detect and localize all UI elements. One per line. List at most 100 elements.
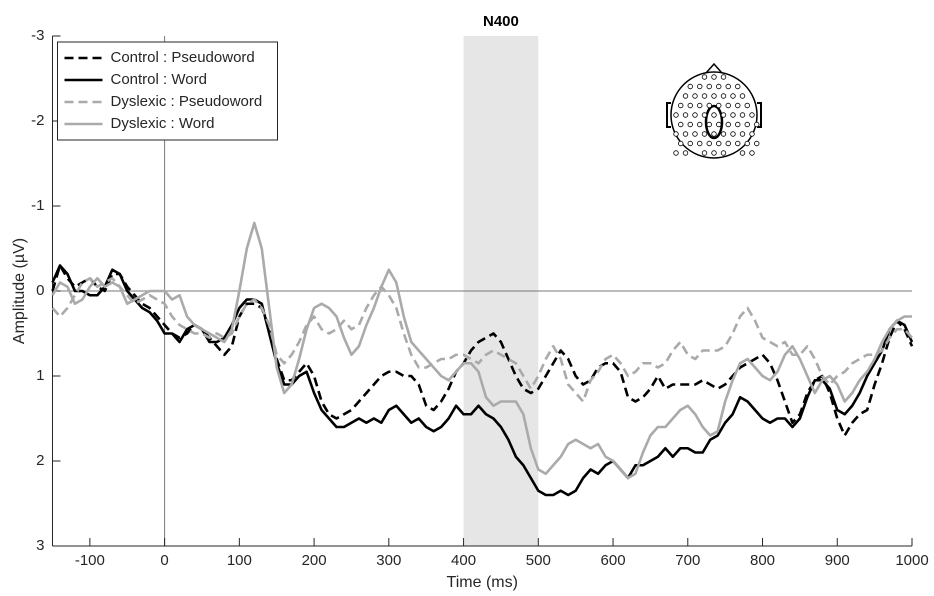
head-outline xyxy=(670,71,758,159)
electrode xyxy=(711,74,717,80)
y-tick-label: 0 xyxy=(36,282,44,299)
electrode xyxy=(706,102,712,109)
y-tick-label: 2 xyxy=(36,452,44,469)
electrode xyxy=(673,112,679,118)
x-tick-label: 700 xyxy=(675,552,700,569)
x-tick-label: 500 xyxy=(526,552,551,569)
electrode xyxy=(720,93,727,99)
electrode xyxy=(678,121,684,128)
x-tick-label: 900 xyxy=(825,552,850,569)
electrode xyxy=(697,102,703,109)
y-tick-label: -3 xyxy=(31,27,44,44)
electrode xyxy=(701,131,708,137)
y-tick-label: -2 xyxy=(31,112,44,129)
electrode xyxy=(739,150,746,156)
electrode xyxy=(697,140,703,147)
electrode xyxy=(749,150,755,156)
electrode xyxy=(687,140,693,147)
legend-label: Dyslexic : Word xyxy=(111,115,215,132)
electrode xyxy=(692,112,698,118)
electrode xyxy=(716,102,722,109)
electrode xyxy=(720,150,727,156)
electrode xyxy=(682,131,689,137)
electrode xyxy=(725,121,731,128)
x-tick-label: 400 xyxy=(451,552,476,569)
electrode xyxy=(701,112,708,118)
electrode xyxy=(701,93,708,99)
electrode xyxy=(720,112,727,118)
legend: Control : Pseudoword Control : Word Dyslex… xyxy=(57,41,278,141)
roi xyxy=(704,104,724,140)
electrode xyxy=(682,150,689,156)
electrode xyxy=(711,93,717,99)
x-tick-label: 200 xyxy=(302,552,327,569)
electrode xyxy=(744,102,750,109)
electrode xyxy=(730,112,736,118)
electrode xyxy=(706,121,712,128)
electrode xyxy=(711,112,717,118)
x-tick-label: 800 xyxy=(750,552,775,569)
electrode xyxy=(720,131,727,137)
electrode xyxy=(754,121,760,128)
electrode xyxy=(687,83,693,90)
ear xyxy=(666,102,671,128)
electrode xyxy=(701,74,708,80)
electrode xyxy=(730,93,736,99)
region-label: N400 xyxy=(483,13,519,30)
electrode xyxy=(682,112,689,118)
x-tick-label: 1000 xyxy=(895,552,928,569)
electrode xyxy=(749,131,755,137)
legend-label: Control : Pseudoword xyxy=(111,49,255,66)
x-tick-label: 100 xyxy=(227,552,252,569)
electrode xyxy=(678,140,684,147)
electrode xyxy=(754,140,760,147)
electrode xyxy=(692,93,698,99)
electrode xyxy=(749,112,755,118)
electrode xyxy=(697,121,703,128)
electrode xyxy=(706,83,712,90)
electrode xyxy=(735,121,741,128)
electrode xyxy=(701,150,708,156)
electrode xyxy=(687,102,693,109)
y-tick-label: 1 xyxy=(36,367,44,384)
legend-label: Control : Word xyxy=(111,71,207,88)
electrode xyxy=(744,121,750,128)
electrode xyxy=(735,102,741,109)
electrode xyxy=(720,74,727,80)
series-line xyxy=(51,221,912,480)
x-tick-label: 0 xyxy=(160,552,168,569)
plot-area: N400 -100 0 100 200 300 400 500 600 700 800 900 1000… xyxy=(11,13,928,591)
electrode xyxy=(711,150,717,156)
electrode xyxy=(716,83,722,90)
electrode xyxy=(697,83,703,90)
electrode xyxy=(739,112,746,118)
x-tick-label: -100 xyxy=(75,552,105,569)
y-tick-label: -1 xyxy=(31,197,44,214)
series-line xyxy=(51,276,913,403)
x-tick-label: 600 xyxy=(601,552,626,569)
electrode xyxy=(711,131,717,137)
electrode xyxy=(725,83,731,90)
electrode xyxy=(735,140,741,147)
electrode xyxy=(673,150,679,156)
electrode-map xyxy=(666,62,762,159)
electrode xyxy=(730,131,736,137)
electrode xyxy=(706,140,712,147)
electrode xyxy=(673,131,679,137)
legend-label: Dyslexic : Pseudoword xyxy=(111,93,263,110)
electrode xyxy=(735,83,741,90)
electrode xyxy=(716,140,722,147)
electrode xyxy=(744,140,750,147)
electrode xyxy=(725,140,731,147)
electrode xyxy=(692,131,698,137)
electrode xyxy=(687,121,693,128)
electrode xyxy=(682,93,689,99)
electrode xyxy=(716,121,722,128)
y-tick-label: 3 xyxy=(36,537,44,554)
electrode xyxy=(725,102,731,109)
y-axis-label: Amplitude (µV) xyxy=(11,238,28,344)
nose xyxy=(705,62,723,74)
x-axis-label: Time (ms) xyxy=(447,574,518,591)
electrode xyxy=(739,131,746,137)
